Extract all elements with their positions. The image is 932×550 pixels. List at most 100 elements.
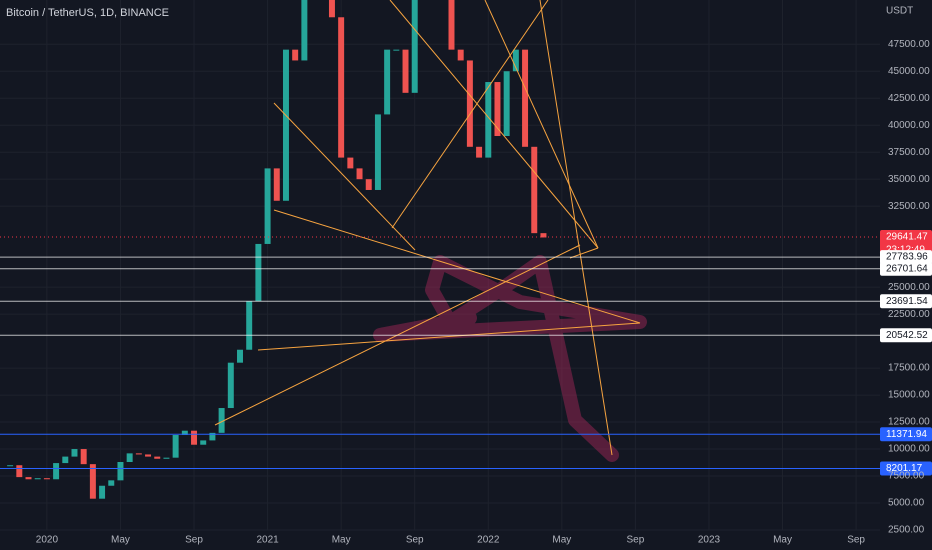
candle <box>485 82 492 158</box>
trendline <box>539 0 613 456</box>
level-label: 8201.17 <box>886 463 923 474</box>
candle <box>62 456 69 464</box>
candle <box>466 60 473 147</box>
candle <box>328 0 335 18</box>
candle <box>292 49 299 61</box>
level-box <box>880 328 932 343</box>
candle <box>494 82 501 137</box>
candle <box>34 478 41 480</box>
y-tick-label: 42500.00 <box>888 93 930 104</box>
x-tick-label: 2022 <box>477 535 500 546</box>
level-label: 27783.96 <box>886 252 928 263</box>
candle <box>108 480 115 486</box>
candle <box>218 408 225 433</box>
candle <box>448 0 455 50</box>
y-tick-label: 45000.00 <box>888 66 930 77</box>
y-tick-label: 22500.00 <box>888 309 930 320</box>
x-tick-label: May <box>111 535 130 546</box>
x-tick-label: May <box>332 535 351 546</box>
candle <box>393 49 400 51</box>
x-tick-label: Sep <box>185 535 203 546</box>
candle <box>135 453 142 455</box>
scribble <box>373 255 647 462</box>
candle <box>99 485 106 499</box>
candle <box>145 454 152 457</box>
levels: 29641.4723:12:4927783.9626701.6423691.54… <box>0 230 932 476</box>
drawings <box>214 0 647 462</box>
y-tick-label: 47500.00 <box>888 39 930 50</box>
x-tick-label: May <box>773 535 792 546</box>
candle <box>16 465 23 478</box>
x-tick-label: May <box>552 535 571 546</box>
y-tick-label: 40000.00 <box>888 120 930 131</box>
candle <box>117 461 124 481</box>
candle <box>301 0 308 61</box>
level-label: 26701.64 <box>886 263 928 274</box>
candle <box>411 0 418 93</box>
level-box <box>880 461 932 476</box>
y-tick-label: 17500.00 <box>888 363 930 374</box>
x-tick-label: 2021 <box>256 535 279 546</box>
trendline <box>484 0 599 249</box>
level-label: 11371.94 <box>886 429 927 440</box>
x-tick-label: Sep <box>847 535 865 546</box>
candle <box>200 440 207 445</box>
candle <box>540 233 547 238</box>
currency: USDT <box>886 6 913 17</box>
candle <box>209 432 216 441</box>
trendline <box>273 209 641 324</box>
candle <box>356 168 363 180</box>
y-tick-label: 2500.00 <box>888 525 925 536</box>
y-tick-label: 32500.00 <box>888 201 930 212</box>
candle <box>512 49 519 72</box>
candle <box>154 456 161 459</box>
level-box <box>880 427 932 442</box>
candle <box>522 49 529 147</box>
candle <box>126 453 133 462</box>
candle <box>89 464 96 499</box>
candle <box>163 457 170 459</box>
candle <box>402 49 409 93</box>
grid <box>0 0 880 531</box>
trendline <box>569 247 599 259</box>
level-box <box>880 261 932 276</box>
candle <box>457 49 464 61</box>
trendline <box>391 0 549 229</box>
level-box <box>880 250 932 265</box>
candle <box>255 243 262 302</box>
x-tick-label: 2020 <box>36 535 59 546</box>
candle <box>191 430 198 445</box>
y-tick-label: 7500.00 <box>888 471 925 482</box>
candle <box>503 71 510 137</box>
level-label: 20542.52 <box>886 330 928 341</box>
candle <box>71 449 78 457</box>
candles <box>7 0 547 499</box>
y-tick-label: 25000.00 <box>888 282 930 293</box>
candle <box>273 168 280 201</box>
candle <box>338 17 345 158</box>
candle <box>374 114 381 190</box>
candle <box>282 49 289 201</box>
candle <box>476 146 483 158</box>
level-label: 23691.54 <box>886 296 928 307</box>
y-tick-label: 37500.00 <box>888 147 930 158</box>
candle <box>25 477 32 480</box>
candle <box>80 449 87 465</box>
candle <box>53 463 60 480</box>
y-tick-label: 35000.00 <box>888 174 930 185</box>
candle <box>384 49 391 115</box>
x-tick-label: Sep <box>627 535 645 546</box>
candle <box>531 146 538 234</box>
trendline <box>389 0 599 249</box>
candle <box>43 478 50 480</box>
y-tick-label: 5000.00 <box>888 498 925 509</box>
candle <box>365 179 372 190</box>
level-box <box>880 294 932 309</box>
level-label: 29641.47 <box>886 232 928 243</box>
candle <box>7 465 14 467</box>
candle <box>237 349 243 363</box>
trendline <box>273 102 416 251</box>
y-tick-label: 15000.00 <box>888 390 930 401</box>
candle <box>246 301 253 350</box>
